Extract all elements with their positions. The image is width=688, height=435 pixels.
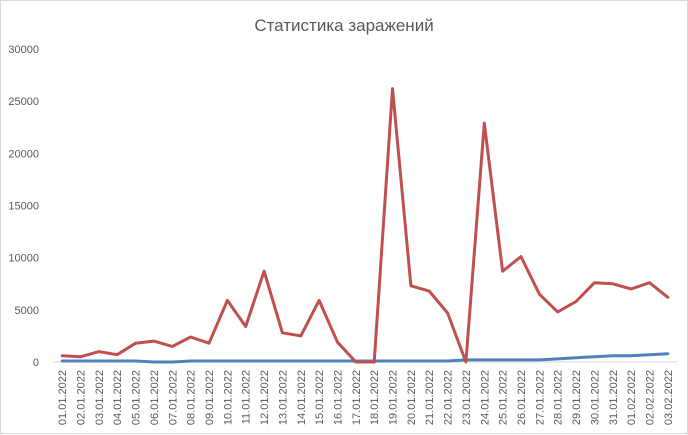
- x-tick-label: 05.01.2022: [131, 370, 143, 425]
- x-tick-label: 03.02.2022: [663, 370, 675, 425]
- x-tick-label: 23.01.2022: [461, 370, 473, 425]
- x-tick-label: 02.02.2022: [644, 370, 656, 425]
- series-line-2: [60, 87, 670, 364]
- x-tick-label: 06.01.2022: [149, 370, 161, 425]
- x-tick-label: 09.01.2022: [204, 370, 216, 425]
- y-tick-label: 10000: [8, 253, 39, 265]
- y-tick-label: 25000: [8, 96, 39, 108]
- x-tick-label: 17.01.2022: [351, 370, 363, 425]
- x-tick-label: 31.01.2022: [608, 370, 620, 425]
- x-tick-label: 18.01.2022: [369, 370, 381, 425]
- y-tick-label: 30000: [8, 44, 39, 56]
- x-tick-label: 30.01.2022: [589, 370, 601, 425]
- x-tick-label: 13.01.2022: [277, 370, 289, 425]
- chart-title: Статистика заражений: [254, 16, 433, 35]
- x-tick-label: 08.01.2022: [186, 370, 198, 425]
- x-tick-label: 12.01.2022: [259, 370, 271, 425]
- y-tick-label: 15000: [8, 201, 39, 213]
- y-tick-label: 0: [33, 357, 39, 369]
- x-tick-label: 01.01.2022: [57, 370, 69, 425]
- y-axis-ticks: 0 5000 10000 15000 20000 25000 30000: [8, 44, 39, 369]
- x-tick-label: 27.01.2022: [534, 370, 546, 425]
- x-tick-label: 25.01.2022: [498, 370, 510, 425]
- x-tick-label: 21.01.2022: [424, 370, 436, 425]
- x-tick-label: 20.01.2022: [406, 370, 418, 425]
- x-tick-label: 28.01.2022: [553, 370, 565, 425]
- x-tick-label: 02.01.2022: [76, 370, 88, 425]
- y-tick-label: 20000: [8, 148, 39, 160]
- x-tick-label: 10.01.2022: [222, 370, 234, 425]
- x-tick-label: 14.01.2022: [296, 370, 308, 425]
- x-tick-label: 01.02.2022: [626, 370, 638, 425]
- x-tick-label: 15.01.2022: [314, 370, 326, 425]
- x-tick-label: 19.01.2022: [388, 370, 400, 425]
- x-tick-label: 04.01.2022: [112, 370, 124, 425]
- x-tick-label: 22.01.2022: [443, 370, 455, 425]
- x-tick-label: 29.01.2022: [571, 370, 583, 425]
- x-tick-label: 26.01.2022: [516, 370, 528, 425]
- y-tick-label: 5000: [15, 305, 39, 317]
- x-axis-ticks: 01.01.2022 02.01.2022 03.01.2022 04.01.2022…: [57, 370, 675, 425]
- x-tick-label: 11.01.2022: [241, 370, 253, 424]
- x-tick-label: 07.01.2022: [167, 370, 179, 425]
- x-tick-label: 16.01.2022: [332, 370, 344, 425]
- x-tick-label: 24.01.2022: [479, 370, 491, 425]
- series-lines: [60, 87, 670, 364]
- x-tick-label: 03.01.2022: [94, 370, 106, 425]
